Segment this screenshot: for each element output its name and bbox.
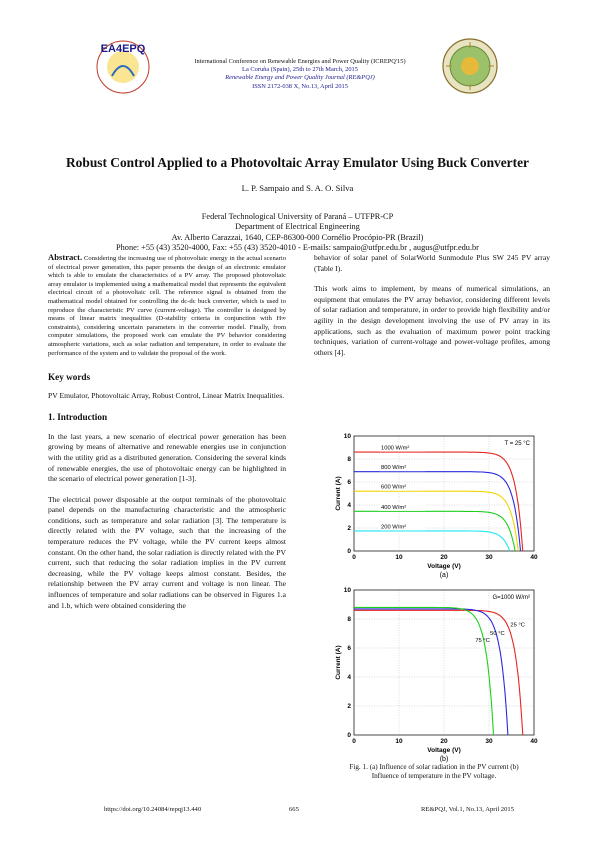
y-tick-label: 10 (344, 587, 352, 594)
series-label-bg (379, 463, 425, 472)
x-tick-label: 30 (485, 554, 493, 561)
y-tick-label: 10 (344, 433, 352, 440)
series-line (354, 606, 495, 736)
series-line (354, 451, 524, 552)
plot-frame (353, 589, 535, 736)
x-axis-label: Voltage (V) (427, 747, 460, 754)
series-line (354, 490, 519, 552)
abstract-label: Abstract. (48, 252, 83, 262)
conference-location: La Coruña (Spain), 25th to 27th March, 2… (242, 66, 358, 74)
series-line (354, 530, 511, 552)
caption-line: Influence of temperature in the PV volta… (371, 772, 497, 780)
footer-page-number: 665 (289, 806, 299, 813)
chart-annotation: G=1000 W/m² (492, 595, 530, 601)
abstract-text: Considering the increasing use of photov… (48, 255, 287, 357)
affiliation-line: Department of Electrical Engineering (235, 222, 360, 232)
series-line (354, 609, 524, 736)
x-tick-label: 20 (440, 738, 448, 745)
x-tick-label: 30 (485, 738, 493, 745)
right-column: behavior of solar panel of SolarWorld Su… (314, 253, 550, 358)
conference-header: International Conference on Renewable En… (150, 58, 450, 91)
series-line (353, 471, 522, 552)
series-label: 1000 W/m² (381, 446, 409, 452)
y-tick-label: 8 (347, 616, 351, 623)
series-label: 75 °C (475, 638, 490, 644)
y-tick-label: 0 (347, 732, 351, 739)
y-tick-label: 2 (347, 525, 351, 532)
series-line (354, 510, 516, 552)
abstract: Abstract. Considering the increasing use… (48, 253, 286, 358)
series-label-bg (379, 482, 425, 491)
x-tick-label: 0 (352, 554, 356, 561)
x-tick-label: 40 (530, 738, 538, 745)
paper-authors: L. P. Sampaio and S. A. O. Silva (241, 183, 354, 193)
figure-caption: Fig. 1. (a) Influence of solar radiation… (316, 763, 552, 781)
intro-paragraph: In the last years, a new scenario of ele… (48, 431, 286, 484)
series-label-bg (379, 502, 425, 511)
left-column: Abstract. Considering the increasing use… (48, 253, 286, 611)
intro-heading: 1. Introduction (48, 411, 108, 422)
y-tick-label: 0 (347, 548, 351, 555)
figure-1b-chart: 0 10 20 30 40 0 2 4 6 8 10 Voltage (V) Current (A) (b… (335, 587, 538, 763)
body-paragraph: behavior of solar panel of SolarWorld Su… (314, 253, 550, 273)
intro-paragraph: The electrical power disposable at the o… (48, 494, 286, 610)
x-tick-label: 10 (395, 738, 403, 745)
footer-doi[interactable]: https://doi.org/10.24084/repqj13.440 (104, 806, 202, 813)
keywords: PV Emulator, Photovoltaic Array, Robust … (48, 391, 285, 401)
series-line (354, 608, 509, 736)
series-label: 800 W/m² (381, 465, 406, 471)
logo-text: EA4EPQ (101, 43, 146, 55)
series-label: 200 W/m² (381, 524, 406, 530)
y-axis-label: Current (A) (335, 476, 342, 510)
series-label: 25 °C (510, 622, 525, 628)
conference-logo: EA4EPQ (92, 36, 154, 98)
x-tick-label: 10 (395, 554, 403, 561)
x-tick-label: 40 (530, 554, 538, 561)
panel-label: (b) (440, 756, 449, 763)
caption-line: Fig. 1. (a) Influence of solar radiation… (349, 763, 519, 771)
affiliation-line: Av. Alberto Carazzai, 1640, CEP-86300-00… (171, 232, 424, 242)
y-tick-label: 6 (347, 645, 351, 652)
series-label: 400 W/m² (381, 505, 406, 511)
y-axis-label: Current (A) (335, 645, 342, 679)
x-axis-label: Voltage (V) (427, 563, 460, 570)
affiliation: Federal Technological University of Para… (0, 212, 595, 254)
journal-seal-icon (440, 36, 500, 96)
series-label: 50 °C (490, 631, 505, 637)
affiliation-line: Phone: +55 (43) 3520-4000, Fax: +55 (43)… (116, 243, 479, 253)
y-tick-label: 4 (347, 502, 351, 509)
figure-1a-chart: 0 10 20 30 40 0 2 4 6 8 10 Voltage (V) Current (A) (a… (335, 433, 538, 579)
x-tick-label: 0 (352, 738, 356, 745)
body-paragraph: This work aims to implement, by means of… (314, 284, 550, 357)
keywords-heading: Key words (48, 372, 91, 383)
y-tick-label: 6 (347, 479, 351, 486)
journal-name: Renewable Energy and Power Quality Journ… (225, 74, 375, 82)
conference-name: International Conference on Renewable En… (194, 58, 406, 65)
x-tick-label: 20 (440, 554, 448, 561)
paper-title: Robust Control Applied to a Photovoltaic… (66, 155, 529, 170)
series-label-bg (379, 443, 425, 452)
footer-journal: RE&PQJ, Vol.1, No.13, April 2015 (421, 806, 514, 813)
series-label: 600 W/m² (381, 485, 406, 491)
y-tick-label: 2 (347, 703, 351, 710)
affiliation-line: Federal Technological University of Para… (201, 212, 394, 221)
plot-frame (353, 435, 535, 552)
series-label-bg (379, 522, 425, 531)
journal-issn: ISSN 2172-038 X, No.13, April 2015 (252, 82, 348, 90)
y-tick-label: 4 (347, 674, 351, 681)
panel-label: (a) (440, 572, 449, 579)
chart-annotation: T = 25 °C (505, 441, 531, 447)
y-tick-label: 8 (347, 456, 351, 463)
